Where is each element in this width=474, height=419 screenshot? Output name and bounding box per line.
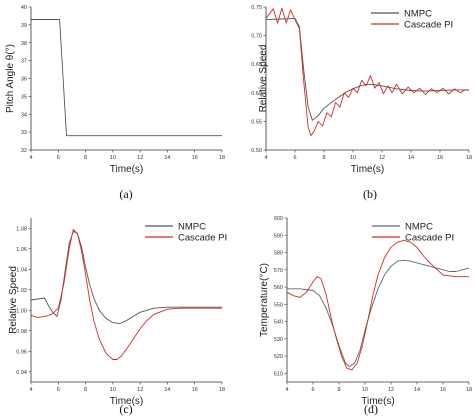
legend-entry: NMPC [404, 9, 432, 20]
y-tick-label: 520 [274, 354, 283, 360]
y-tick-label: 0.55 [251, 119, 262, 125]
y-tick-label: 550 [274, 302, 283, 308]
subplot-caption: (d) [364, 402, 378, 416]
x-tick-label: 4 [29, 155, 32, 161]
y-tick-label: 600 [274, 216, 283, 222]
subplot-b: 4 6 8 10 12 14 16 18 0.50 0.55 0.60 0.65 0.70 0.75 Tim… [251, 5, 472, 201]
y-axis-label: Pitch Angle θ(°) [5, 44, 16, 113]
y-tick-label: 530 [274, 337, 283, 343]
x-tick-label: 14 [414, 387, 420, 393]
x-tick-label: 8 [84, 155, 87, 161]
series-line-nmpc [30, 230, 222, 325]
x-axis-label: Time(s) [351, 164, 385, 175]
y-tick-label: 37 [21, 59, 27, 65]
x-tick-label: 18 [466, 155, 472, 161]
x-tick-label: 8 [322, 155, 325, 161]
y-tick-label: 36 [21, 77, 27, 83]
y-tick-label: 540 [274, 320, 283, 326]
y-tick-label: 39 [21, 23, 27, 29]
x-tick-label: 8 [84, 387, 87, 393]
x-axis-label: Time(s) [361, 396, 395, 407]
y-tick-label: 510 [274, 371, 283, 377]
y-tick-label: 0.70 [251, 34, 262, 40]
y-tick-label: 0.96 [16, 349, 27, 355]
series-line-nmpc [287, 259, 470, 367]
subplot-d: 4 6 8 10 12 14 16 18 510 520 530 540 550 560 570 580 590… [259, 216, 472, 416]
x-tick-label: 4 [264, 155, 267, 161]
x-axis-label: Time(s) [110, 396, 144, 407]
x-tick-label: 8 [337, 387, 340, 393]
x-tick-label: 18 [219, 155, 225, 161]
x-tick-label: 6 [57, 387, 60, 393]
y-tick-label: 0.98 [16, 329, 27, 335]
subplot-caption: (a) [119, 187, 132, 201]
y-axis-label: Relative Speed [8, 266, 19, 334]
x-tick-label: 16 [437, 155, 443, 161]
x-axis-label: Time(s) [110, 164, 144, 175]
subplot-a: 4 6 8 10 12 14 16 18 32 33 34 35 36 37 38 39 40 Time(s) Pi… [5, 5, 225, 201]
y-tick-label: 40 [21, 5, 27, 11]
legend-entry: Cascade PI [405, 233, 454, 244]
subplot-caption: (c) [119, 402, 132, 416]
x-tick-label: 16 [192, 155, 198, 161]
x-tick-label: 16 [440, 387, 446, 393]
y-tick-label: 0.94 [16, 370, 27, 376]
series-line-cascade-pi [30, 228, 222, 360]
x-tick-label: 10 [110, 387, 116, 393]
x-tick-label: 4 [285, 387, 288, 393]
x-tick-label: 18 [219, 387, 225, 393]
x-tick-label: 6 [57, 155, 60, 161]
x-tick-label: 6 [311, 387, 314, 393]
y-tick-label: 560 [274, 285, 283, 291]
x-tick-label: 12 [137, 387, 143, 393]
y-tick-label: 0.65 [251, 62, 262, 68]
y-tick-label: 32 [21, 148, 27, 154]
x-tick-label: 6 [293, 155, 296, 161]
series-line-nmpc [265, 17, 469, 121]
x-tick-label: 12 [388, 387, 394, 393]
legend-entry: Cascade PI [404, 20, 453, 31]
x-tick-label: 10 [110, 155, 116, 161]
legend-entry: NMPC [178, 222, 206, 233]
series-line-0 [31, 19, 222, 137]
y-tick-label: 0.75 [251, 5, 262, 11]
y-tick-label: 590 [274, 233, 283, 239]
x-tick-label: 12 [137, 155, 143, 161]
series-line-cascade-pi [286, 239, 469, 371]
y-tick-label: 1.02 [16, 288, 27, 294]
y-tick-label: 1.08 [16, 226, 27, 232]
subplot-caption: (b) [363, 187, 377, 201]
y-tick-label: 1.04 [16, 267, 27, 273]
y-tick-label: 1.00 [16, 308, 27, 314]
y-tick-label: 1.06 [16, 247, 27, 253]
y-tick-label: 570 [274, 268, 283, 274]
x-tick-label: 4 [29, 387, 32, 393]
x-tick-label: 12 [379, 155, 385, 161]
y-tick-label: 580 [274, 251, 283, 257]
y-axis-label: Relative Speed [258, 45, 269, 113]
legend-entry: NMPC [405, 222, 433, 233]
x-tick-label: 18 [466, 387, 472, 393]
y-tick-label: 0.60 [251, 91, 262, 97]
y-tick-label: 34 [21, 112, 27, 118]
y-tick-label: 35 [21, 94, 27, 100]
subplot-c: 4 6 8 10 12 14 16 18 0.94 0.96 0.98 1.00 1.02 1.04 1.0… [8, 218, 227, 416]
x-tick-label: 14 [164, 387, 170, 393]
y-tick-label: 33 [21, 130, 27, 136]
y-axis-label: Temperature(°C) [259, 263, 270, 337]
series-line-cascade-pi [265, 7, 470, 137]
x-tick-label: 10 [350, 155, 356, 161]
x-tick-label: 14 [408, 155, 414, 161]
y-tick-label: 0.50 [251, 148, 262, 154]
x-tick-label: 14 [164, 155, 170, 161]
x-tick-label: 16 [192, 387, 198, 393]
y-tick-label: 38 [21, 41, 27, 47]
x-tick-label: 10 [362, 387, 368, 393]
legend-entry: Cascade PI [178, 233, 227, 244]
